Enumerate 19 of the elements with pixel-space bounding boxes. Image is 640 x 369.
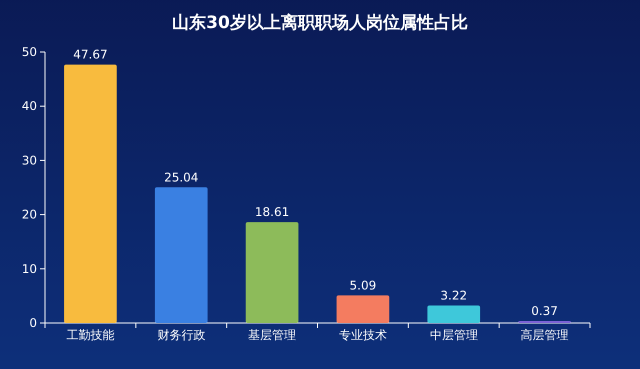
data-label: 0.37 [531, 304, 558, 318]
y-tick-label: 20 [22, 208, 37, 222]
x-tick-label: 工勤技能 [66, 328, 114, 342]
y-tick-label: 40 [22, 99, 37, 114]
data-label: 47.67 [73, 48, 108, 62]
x-tick-label: 财务行政 [157, 328, 206, 342]
x-tick-label: 专业技术 [338, 328, 387, 342]
x-tick-label: 高层管理 [520, 328, 569, 342]
y-tick-label: 10 [22, 262, 37, 276]
data-label: 25.04 [164, 170, 198, 184]
y-tick-label: 50 [22, 45, 37, 59]
x-tick-label: 中层管理 [430, 328, 478, 342]
chart-title: 山东30岁以上离职职场人岗位属性占比 [172, 13, 468, 33]
data-label: 5.09 [350, 278, 376, 292]
x-tick-label: 基层管理 [248, 328, 296, 342]
y-tick-label: 30 [22, 153, 37, 168]
data-label: 18.61 [254, 205, 290, 220]
y-tick-label: 0 [29, 316, 37, 330]
data-label: 3.22 [440, 288, 468, 303]
